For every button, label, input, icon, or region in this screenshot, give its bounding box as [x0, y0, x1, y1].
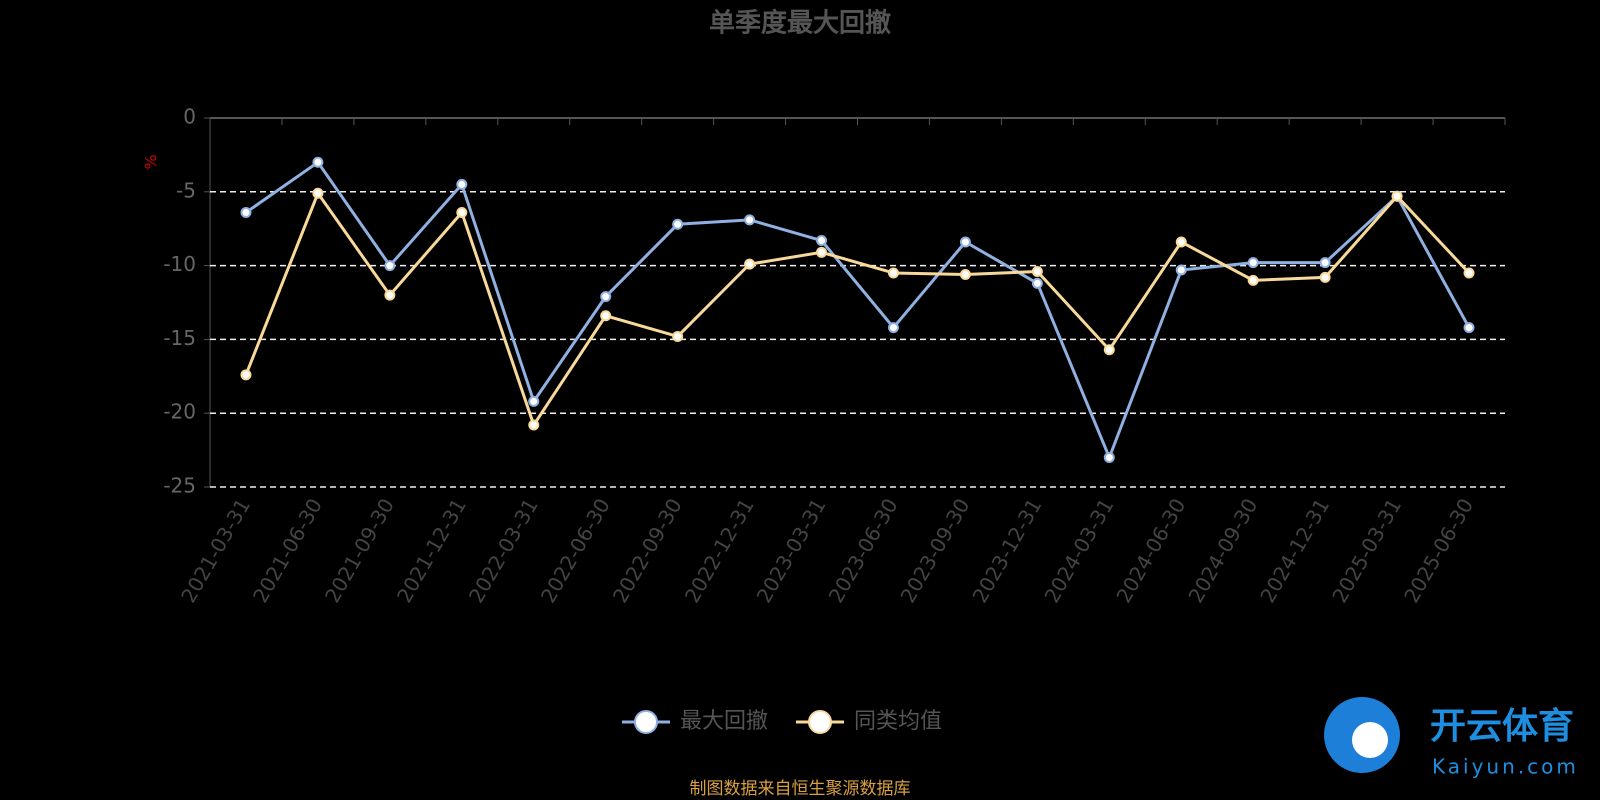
- legend-marker[interactable]: [634, 710, 658, 734]
- data-point: [384, 289, 396, 301]
- x-tick-label: 2024-12-31: [1255, 494, 1334, 607]
- legend-marker[interactable]: [808, 710, 832, 734]
- x-tick-label: 2021-06-30: [248, 494, 327, 607]
- data-point: [528, 419, 540, 431]
- data-point: [1175, 236, 1187, 248]
- data-point: [1031, 277, 1043, 289]
- data-point: [528, 395, 540, 407]
- data-point: [672, 330, 684, 342]
- y-tick-label: -10: [163, 252, 196, 276]
- legend-label[interactable]: 最大回撤: [680, 709, 768, 734]
- y-tick-label: 0: [183, 105, 196, 129]
- series-line: [244, 190, 1471, 429]
- data-point: [1319, 271, 1331, 283]
- watermark: 开云体育 Kaiyun.com: [1324, 697, 1579, 779]
- x-tick-label: 2022-06-30: [536, 494, 615, 607]
- data-point: [1319, 257, 1331, 269]
- data-point: [312, 156, 324, 168]
- x-tick-label: 2022-03-31: [464, 494, 543, 607]
- data-point: [1463, 267, 1475, 279]
- x-tick-label: 2023-09-30: [896, 494, 975, 607]
- data-point: [744, 258, 756, 270]
- source: 制图数据来自恒生聚源数据库: [690, 779, 911, 799]
- data-point: [1103, 344, 1115, 356]
- y-tick-label: -25: [163, 474, 196, 498]
- x-tick-label: 2024-06-30: [1111, 494, 1190, 607]
- data-point: [600, 291, 612, 303]
- data-point: [816, 246, 828, 258]
- x-tick-label: 2024-03-31: [1039, 494, 1118, 607]
- data-point: [240, 206, 252, 218]
- x-tick-label: 2021-12-31: [392, 494, 471, 607]
- data-point: [240, 369, 252, 381]
- y-tick-label: -15: [163, 326, 196, 350]
- x-tick-label: 2021-03-31: [176, 494, 255, 607]
- data-point: [887, 267, 899, 279]
- data-point: [1463, 322, 1475, 334]
- watermark-ball: [1352, 722, 1388, 758]
- watermark-site: Kaiyun.com: [1432, 755, 1579, 779]
- data-point: [1103, 451, 1115, 463]
- data-point: [959, 236, 971, 248]
- data-point: [456, 178, 468, 190]
- x-tick-label: 2025-06-30: [1399, 494, 1478, 607]
- series-line: [245, 160, 1471, 462]
- data-point: [1247, 274, 1259, 286]
- data-point: [959, 268, 971, 280]
- x-tick-label: 2023-03-31: [752, 494, 831, 607]
- data-point: [816, 235, 828, 247]
- data-point: [600, 310, 612, 322]
- y-tick-label: -5: [176, 178, 196, 202]
- data-point: [1175, 264, 1187, 276]
- data-point: [887, 322, 899, 334]
- x-tick-label: 2023-12-31: [968, 494, 1047, 607]
- data-point: [744, 214, 756, 226]
- data-point: [672, 218, 684, 230]
- y-tick-label: -20: [163, 400, 196, 424]
- data-point: [1031, 266, 1043, 278]
- y-axis-label: %: [142, 154, 161, 169]
- x-tick-label: 2025-03-31: [1327, 494, 1406, 607]
- x-tick-label: 2023-06-30: [824, 494, 903, 607]
- data-point: [384, 260, 396, 272]
- x-tick-label: 2022-12-31: [680, 494, 759, 607]
- x-tick-label: 2024-09-30: [1183, 494, 1262, 607]
- legend-label[interactable]: 同类均值: [854, 709, 942, 734]
- watermark-name: 开云体育: [1430, 706, 1574, 747]
- data-point: [1391, 190, 1403, 202]
- data-point: [456, 206, 468, 218]
- x-tick-label: 2022-09-30: [608, 494, 687, 607]
- data-point: [1247, 257, 1259, 269]
- x-tick-label: 2021-09-30: [320, 494, 399, 607]
- data-point: [312, 187, 324, 199]
- chart-title: 单季度最大回撤: [709, 8, 891, 39]
